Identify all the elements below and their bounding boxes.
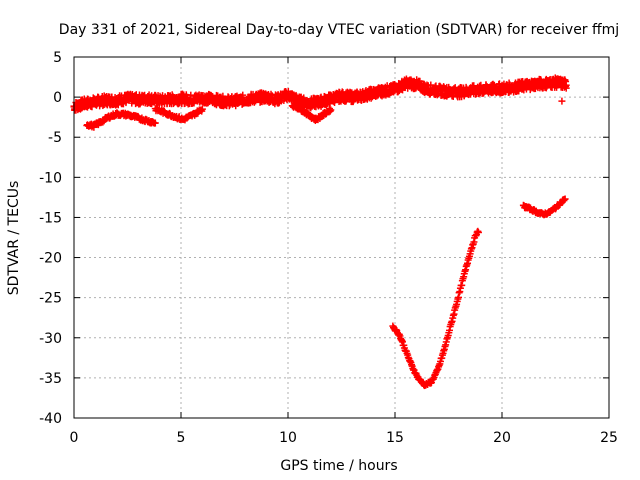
x-tick-label: 0 (70, 430, 79, 446)
x-tick-label: 25 (600, 430, 618, 446)
data-point (558, 97, 566, 105)
y-tick-label: -5 (48, 130, 62, 146)
y-tick-label: -30 (39, 331, 62, 347)
y-tick-label: -25 (39, 291, 62, 307)
x-axis-label: GPS time / hours (280, 458, 397, 474)
axis-ticks: 0 5 10 15 20 25 5 0 -5 -10 -15 -20 -25 -30 -35 -40 (39, 50, 618, 446)
plot-frame (73, 56, 610, 419)
x-tick-label: 10 (279, 430, 297, 446)
y-tick-label: 5 (53, 50, 62, 66)
data-point (198, 105, 206, 113)
x-tick-label: 20 (493, 430, 511, 446)
x-tick-label: 15 (386, 430, 404, 446)
y-tick-label: -35 (39, 371, 62, 387)
y-axis-label: SDTVAR / TECUs (6, 181, 22, 296)
y-tick-label: -10 (39, 170, 62, 186)
grid-lines (74, 57, 609, 418)
x-tick-label: 5 (177, 430, 186, 446)
y-tick-label: -20 (39, 251, 62, 267)
data-point (151, 119, 159, 127)
chart-title: Day 331 of 2021, Sidereal Day-to-day VTE… (59, 22, 619, 38)
data-point (327, 106, 335, 114)
y-tick-label: 0 (53, 90, 62, 106)
data-point (474, 228, 482, 236)
data-point (561, 195, 569, 203)
y-tick-label: -40 (39, 411, 62, 427)
data-points (70, 74, 570, 390)
y-tick-label: -15 (39, 210, 62, 226)
data-point (562, 81, 570, 89)
